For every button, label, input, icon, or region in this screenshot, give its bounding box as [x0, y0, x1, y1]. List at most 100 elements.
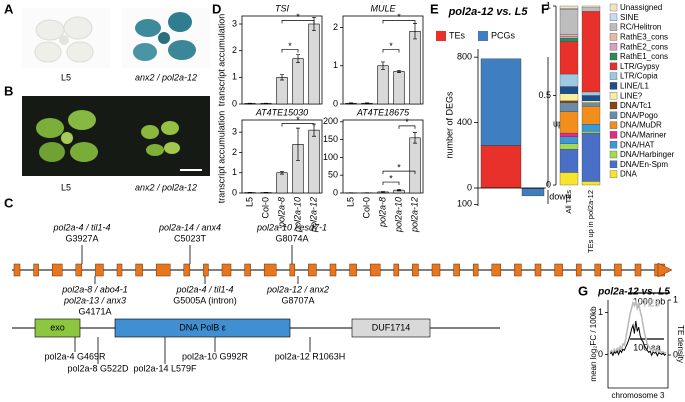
x-tick-label: pol2a-12 — [409, 197, 419, 233]
exon — [289, 263, 296, 277]
bar-segment — [559, 38, 579, 42]
legend-swatch — [609, 43, 618, 51]
x-tick-label: pol2a-10 — [393, 197, 403, 233]
y-tick-label: 0 — [232, 98, 237, 108]
y-axis-label: mean log₂FC / 100kb — [589, 306, 598, 382]
bar-segment — [559, 93, 579, 102]
y-tick-label: 0 — [232, 187, 237, 197]
exon — [594, 263, 602, 277]
exon — [116, 263, 123, 277]
bar — [276, 77, 288, 105]
exon — [554, 263, 563, 277]
exon — [13, 263, 21, 277]
photo-b — [22, 96, 210, 176]
exon — [221, 263, 232, 277]
legend-swatch — [609, 62, 618, 70]
bar — [393, 71, 405, 105]
y-axis-label: number of DEGs — [444, 91, 454, 159]
legend-swatch — [609, 150, 618, 159]
legend-label: LINE/L1 — [620, 82, 649, 91]
panel-label: B — [4, 83, 13, 98]
bar-segment — [581, 132, 601, 182]
y-tick-label: 0.5 — [538, 90, 551, 100]
legend-swatch — [609, 52, 618, 61]
legend-swatch — [609, 92, 618, 100]
exon — [244, 263, 251, 277]
exon — [453, 263, 460, 277]
sig-star: * — [397, 162, 401, 172]
bar-segment — [581, 91, 601, 96]
category-label: All TEs — [564, 190, 573, 214]
bar-segment — [559, 9, 579, 35]
axes — [607, 300, 669, 389]
sample-label: L5 — [61, 72, 71, 82]
exon — [329, 263, 337, 277]
error-bar — [349, 102, 353, 104]
error-bar — [280, 74, 284, 81]
x-tick-label: Col-0 — [361, 197, 371, 219]
y2-tick-label: 0 — [673, 349, 678, 359]
bar-segment — [559, 34, 579, 37]
x-axis-label: chromosome 3 — [612, 391, 665, 400]
legend-label: DNA/Tc1 — [620, 101, 652, 110]
bar — [292, 58, 304, 105]
error-bar — [312, 16, 316, 32]
bar-segment — [559, 36, 579, 39]
gene-arrow — [657, 262, 673, 278]
exon — [51, 263, 63, 277]
legend-swatch — [609, 101, 618, 110]
sample-label: L5 — [61, 182, 71, 192]
photo-a-right — [122, 8, 210, 68]
bar-segment — [581, 7, 601, 12]
error-bar — [296, 54, 300, 64]
error-bar — [365, 102, 369, 104]
mutation-label: pol2a-10 G992R — [182, 351, 249, 361]
sig-bracket — [281, 49, 299, 53]
x-tick-label: L5 — [345, 197, 355, 207]
bar — [377, 65, 389, 105]
bar — [409, 137, 421, 194]
mutation-label: G3927A — [65, 233, 98, 243]
exon — [575, 263, 582, 277]
legend-label: RathE1_cons — [620, 52, 668, 61]
legend-label: DNA/Harbinger — [620, 150, 675, 159]
exon — [534, 263, 542, 277]
legend-swatch — [609, 121, 618, 129]
y-tick-label: 0 — [598, 349, 603, 359]
y-axis-label: transcript accumulation — [216, 111, 226, 204]
bar-segment — [581, 100, 601, 103]
bar-segment — [559, 111, 579, 134]
legend-label: Unassigned — [620, 3, 662, 12]
exon — [33, 263, 39, 277]
sample-label: anx2 / pol2a-12 — [135, 72, 197, 82]
mutation-label: pol2a-14 / anx4 — [158, 222, 221, 232]
chart-title: AT4TE15030 — [255, 107, 308, 117]
category-label: TEs up in pol2a-12 — [586, 190, 595, 253]
legend-label: DNA — [620, 170, 638, 179]
x-tick-label: pol2a-8 — [276, 197, 286, 228]
bar-segment — [581, 106, 601, 125]
sig-bracket — [398, 125, 416, 129]
domain — [351, 318, 431, 338]
domain — [34, 318, 81, 338]
bar-segment — [581, 102, 601, 107]
exon — [634, 263, 642, 277]
legend-label: DNA/MuDR — [620, 121, 662, 130]
panel-label: A — [4, 1, 14, 16]
panel-label: D — [212, 1, 221, 16]
mutation-label: pol2a-4 G469R — [44, 351, 106, 361]
legend-swatch — [609, 111, 618, 119]
bar-segment — [559, 136, 579, 144]
bar-segment — [581, 123, 601, 132]
exon — [263, 263, 277, 277]
exon — [135, 263, 143, 277]
mutation-label: pol2a-8 G522D — [67, 363, 129, 373]
bar-segment — [559, 172, 579, 186]
bar — [308, 129, 320, 194]
chart-title: TSI — [275, 3, 290, 13]
legend-label: DNA/En-Spm — [620, 160, 668, 169]
error-bar — [397, 69, 401, 73]
y-tick-label: 800 — [457, 52, 472, 62]
exon — [412, 263, 419, 277]
